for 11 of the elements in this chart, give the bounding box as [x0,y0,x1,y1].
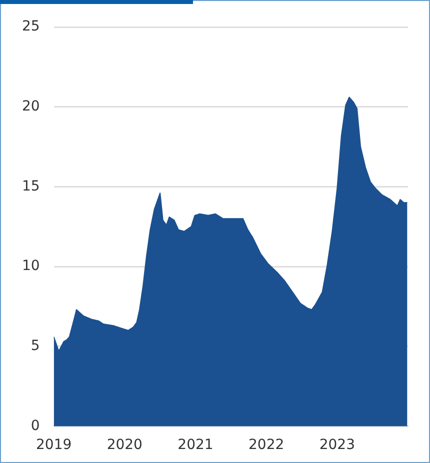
x-tick-label: 2020 [106,437,142,454]
x-tick-label: 2019 [36,437,72,454]
y-tick-label: 0 [30,418,40,434]
y-tick-label: 20 [22,98,40,114]
x-tick-label: 2022 [248,437,284,454]
y-tick-label: 5 [30,338,40,354]
y-tick-label: 15 [22,178,40,194]
y-tick-label: 10 [22,258,40,274]
x-tick-label: 2021 [178,437,214,454]
y-tick-label: 25 [22,18,40,35]
x-tick-label: 2023 [319,437,355,454]
